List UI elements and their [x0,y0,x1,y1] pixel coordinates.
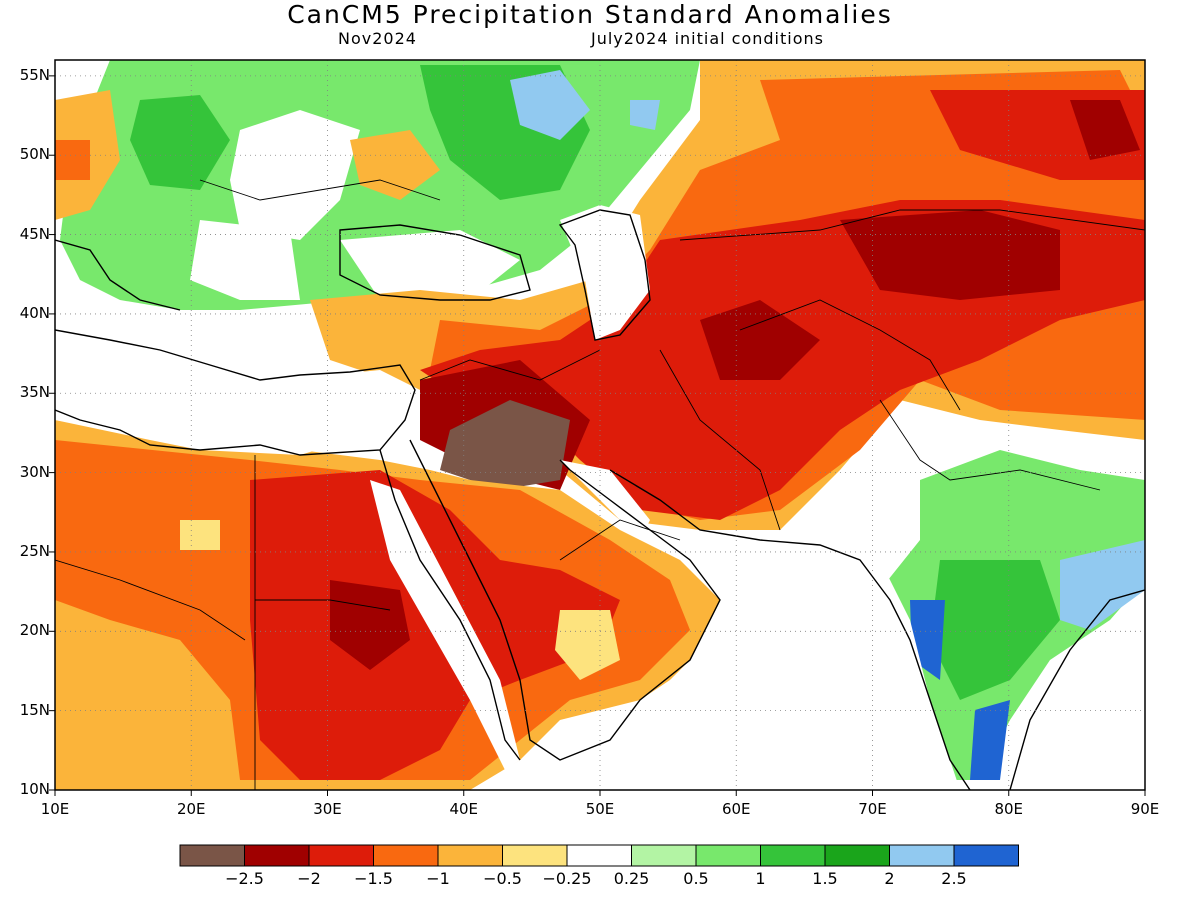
border-kazakhstan [679,209,1145,241]
very-dry-kazakhstan [840,210,1060,300]
italy-coast [55,239,181,311]
wet-bay-bengal [1060,540,1145,630]
mediterranean-sea [55,320,420,455]
colorbar-label: −1.5 [354,869,393,888]
anomaly-fields [55,60,1145,790]
very-dry-sudan [330,580,410,670]
dry-patch-ukraine [350,130,440,200]
dry-core-west [55,140,90,180]
longitude-label: 60E [721,800,751,818]
coastlines [55,209,1145,790]
graticule [55,60,1145,790]
very-dry-patch-siberia [1070,100,1140,160]
latitude-label: 45N [19,224,50,243]
border-central-asia [739,299,961,411]
colorbar-swatch [566,844,632,867]
colorbar-swatch [373,844,439,867]
latitude-label: 30N [19,462,50,481]
colorbar-swatch [953,844,1019,867]
border-europe [199,179,441,201]
colorbar-swatch [179,844,245,867]
caspian-sea [560,205,650,340]
very-dry-iran [700,300,820,380]
axis-ticks [49,75,1146,796]
border-sahel [55,559,246,641]
caspian-coast [558,209,651,341]
colorbar-label: −2.5 [225,869,264,888]
border-iran-afghanistan [659,349,781,531]
colorbar-label: −2 [297,869,321,888]
longitude-label: 90E [1130,800,1160,818]
colorbar-swatch [824,844,890,867]
wet-core-central-europe [130,95,230,190]
latitude-label: 15N [19,700,50,719]
longitude-label: 50E [585,800,615,818]
colorbar-label: 2 [884,869,895,888]
near-normal-libya [180,520,220,550]
neutral-black-sea [340,230,520,300]
longitude-label: 80E [994,800,1024,818]
colorbar-label: 0.5 [683,869,709,888]
latitude-label: 55N [19,65,50,84]
near-normal-oman [555,610,620,680]
colorbar-label: −0.25 [542,869,592,888]
latitude-label: 35N [19,383,50,402]
longitude-label: 20E [176,800,206,818]
border-turkey-iraq [419,349,601,381]
arabian-peninsula-coast [409,439,721,761]
border-egypt-sudan [255,599,391,611]
chart-title: CanCM5 Precipitation Standard Anomalies [287,0,893,29]
colorbar-swatch [631,844,697,867]
colorbar-swatch [760,844,826,867]
neutral-patch-balkans [230,110,360,240]
colorbar-swatch [889,844,955,867]
very-wet-patch-russia [510,70,590,140]
colorbar-label: 2.5 [941,869,967,888]
india-east-coast [1009,589,1145,790]
latitude-label: 25N [19,541,50,560]
black-sea-coast [339,224,531,301]
colorbar-label: 1.5 [812,869,838,888]
latitude-label: 10N [19,780,50,798]
red-sea-west-coast [379,449,521,761]
very-wet-patch-2 [630,100,660,130]
wet-core-india [930,560,1060,700]
colorbar-label: 1 [755,869,766,888]
latitude-label: 20N [19,621,50,640]
border-arabia-1 [559,519,681,561]
neutral-patch-greece [190,220,300,300]
longitude-label: 30E [313,800,342,818]
longitude-label: 70E [858,800,887,818]
border-himalaya [879,399,1101,491]
colorbar-swatch [502,844,568,867]
colorbar-label: −1 [426,869,450,888]
forecast-month: Nov2024 [338,29,417,48]
colorbar-swatch [308,844,374,867]
red-sea [370,480,520,770]
very-wet-southeast-india [970,700,1010,780]
colorbar-swatch [437,844,503,867]
country-borders [55,179,1145,790]
colorbar-label: −0.5 [483,869,522,888]
colorbar [179,844,1019,867]
colorbar-swatch [244,844,310,867]
extreme-dry-iraq [440,400,570,490]
arabian-sea [520,560,960,790]
longitude-label: 10E [40,800,70,818]
mediterranean-coast [55,329,416,456]
colorbar-label: 0.25 [613,869,650,888]
latitude-label: 40N [19,303,50,322]
colorbar-swatch [695,844,761,867]
longitude-label: 40E [449,800,479,818]
persia-india-coast [609,469,971,790]
latitude-label: 50N [19,145,50,164]
initial-conditions: July2024 initial conditions [591,29,824,48]
